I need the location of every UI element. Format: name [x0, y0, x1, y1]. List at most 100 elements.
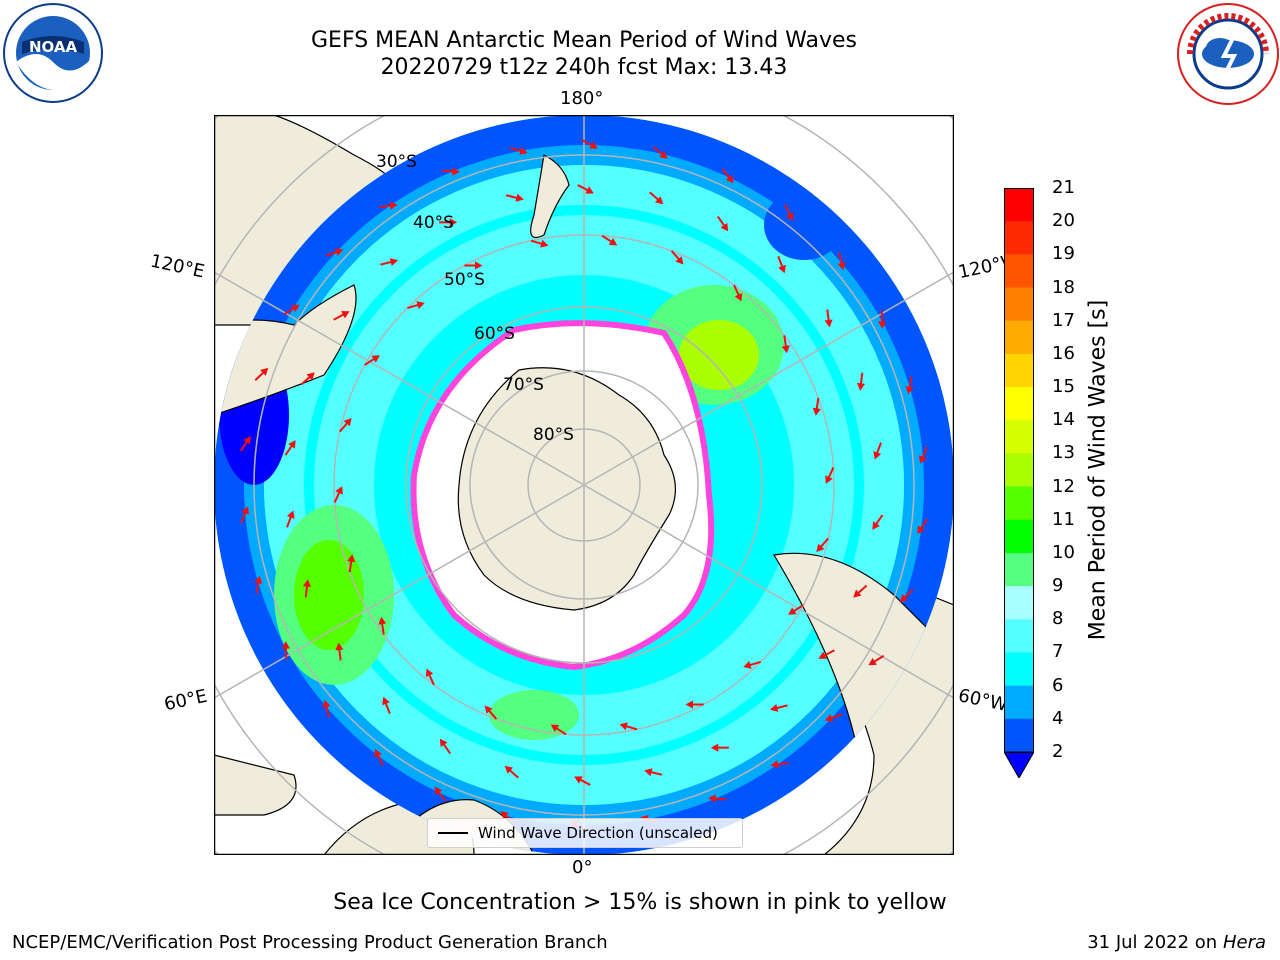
colorbar-segment [1004, 353, 1034, 388]
chart-title: GEFS MEAN Antarctic Mean Period of Wind … [311, 28, 857, 53]
colorbar-tick-label: 12 [1052, 475, 1075, 497]
wave-direction-arrowhead [574, 776, 583, 784]
wave-direction-arrowhead [720, 222, 729, 232]
wave-direction-arrowhead [837, 262, 846, 271]
colorbar-tick-label: 18 [1052, 276, 1075, 298]
lon-label-60e: 60°E [162, 685, 209, 716]
wave-direction-arrowhead [550, 724, 560, 733]
colorbar-tick-label: 20 [1052, 210, 1075, 232]
colorbar-tick-label: 10 [1052, 541, 1075, 563]
wave-direction-arrowhead [475, 261, 483, 270]
colorbar-tick-label: 19 [1052, 243, 1075, 265]
wave-direction-arrowhead [734, 292, 743, 302]
colorbar-tick-label: 16 [1052, 342, 1075, 364]
wave-direction-arrowhead [434, 786, 443, 796]
wave-direction-arrowhead [291, 304, 300, 313]
footer-host: Hera [1222, 932, 1266, 953]
wave-direction-arrowhead [425, 668, 434, 678]
wave-direction-arrowhead [484, 705, 493, 714]
colorbar-tick-label: 14 [1052, 409, 1075, 431]
nws-logo [1177, 3, 1279, 105]
wave-direction-arrowhead [655, 196, 664, 205]
colorbar-segment [1004, 519, 1034, 554]
wave-direction-arrowhead [389, 258, 398, 267]
lat-label-60s: 60°S [474, 324, 515, 344]
legend-label: Wind Wave Direction (unscaled) [478, 824, 718, 842]
wave-direction-arrowhead [824, 319, 833, 328]
wave-direction-arrowhead [540, 239, 549, 248]
lat-label-70s: 70°S [503, 375, 544, 395]
colorbar-tick-label: 6 [1052, 674, 1064, 696]
colorbar-tick-label: 21 [1052, 177, 1075, 198]
noaa-logo: NOAA [3, 3, 103, 103]
wave-direction-arrowhead [241, 506, 249, 515]
wave-direction-arrowhead [825, 475, 833, 484]
noaa-logo-text: NOAA [29, 38, 78, 56]
wave-direction-arrowhead [770, 703, 779, 712]
wave-direction-arrowhead [382, 696, 390, 706]
wave-direction-arrowhead [374, 748, 382, 758]
colorbar-title: Mean Period of Wind Waves [s] [1085, 299, 1111, 641]
colorbar-segment [1004, 320, 1034, 355]
wave-direction-arrowhead [335, 642, 344, 651]
wave-direction-arrowhead [868, 657, 877, 666]
colorbar-segment [1004, 652, 1034, 687]
wave-direction-arrowhead [743, 661, 752, 669]
colorbar-segment [1004, 254, 1034, 289]
colorbar-extend-icon [1004, 751, 1034, 778]
lat-label-50s: 50°S [444, 270, 485, 290]
wave-direction-arrowhead [515, 193, 524, 202]
sea-ice-note: Sea Ice Concentration > 15% is shown in … [333, 890, 947, 915]
legend-line-icon [438, 832, 468, 834]
wave-direction-arrowhead [778, 264, 786, 274]
wave-direction-arrowhead [335, 486, 343, 495]
lat-label-40s: 40°S [413, 213, 454, 233]
wave-direction-arrowhead [919, 455, 927, 464]
wave-direction-arrowhead [853, 589, 862, 598]
wave-direction-arrowhead [286, 510, 295, 519]
footer-credit: NCEP/EMC/Verification Post Processing Pr… [12, 932, 608, 953]
wave-direction-arrowhead [288, 440, 296, 449]
wave-direction-arrowhead [905, 386, 914, 395]
colorbar-tick-label: 17 [1052, 309, 1075, 331]
wave-direction-arrowhead [254, 575, 263, 584]
wave-direction-arrowhead [710, 743, 719, 752]
wave-direction-arrowhead [449, 218, 458, 227]
wave-direction-arrowhead [439, 738, 448, 748]
wave-direction-arrowhead [818, 651, 827, 659]
lat-label-80s: 80°S [533, 425, 574, 445]
wave-direction-arrowhead [685, 700, 693, 709]
wave-direction-arrowhead [504, 765, 513, 774]
wave-direction-arrowhead [306, 372, 315, 381]
wave-direction-arrowhead [812, 407, 821, 416]
wave-direction-arrowhead [389, 201, 398, 210]
lon-label-180: 180° [560, 88, 604, 109]
colorbar-segment [1004, 420, 1034, 454]
wave-direction-arrowhead [243, 435, 251, 445]
graticule [214, 115, 954, 855]
wave-direction-arrowhead [343, 417, 352, 427]
wave-direction-arrowhead [824, 714, 834, 722]
colorbar [1004, 188, 1034, 778]
colorbar-segment [1004, 387, 1034, 421]
wave-direction-arrowhead [917, 525, 925, 535]
wave-direction-arrowhead [873, 451, 882, 460]
wave-direction-arrowhead [260, 367, 269, 376]
wave-direction-arrowhead [675, 256, 684, 265]
wave-direction-arrowhead [585, 186, 594, 194]
wave-direction-arrowhead [878, 321, 887, 329]
map-frame [214, 115, 954, 855]
colorbar-tick-label: 7 [1052, 641, 1064, 663]
wave-direction-arrowhead [322, 699, 331, 708]
colorbar-segment [1004, 586, 1034, 620]
wave-direction-arrowhead [788, 607, 797, 615]
wave-direction-arrowhead [341, 311, 350, 319]
wave-direction-arrowhead [589, 141, 598, 149]
wave-direction-arrowhead [371, 355, 380, 363]
wave-direction-arrowhead [519, 147, 528, 155]
wave-direction-arrowhead [281, 641, 290, 649]
wave-direction-arrowhead [416, 301, 425, 309]
colorbar-segment [1004, 221, 1034, 255]
colorbar-tick-label: 8 [1052, 608, 1064, 630]
wave-direction-arrowhead [816, 543, 825, 553]
